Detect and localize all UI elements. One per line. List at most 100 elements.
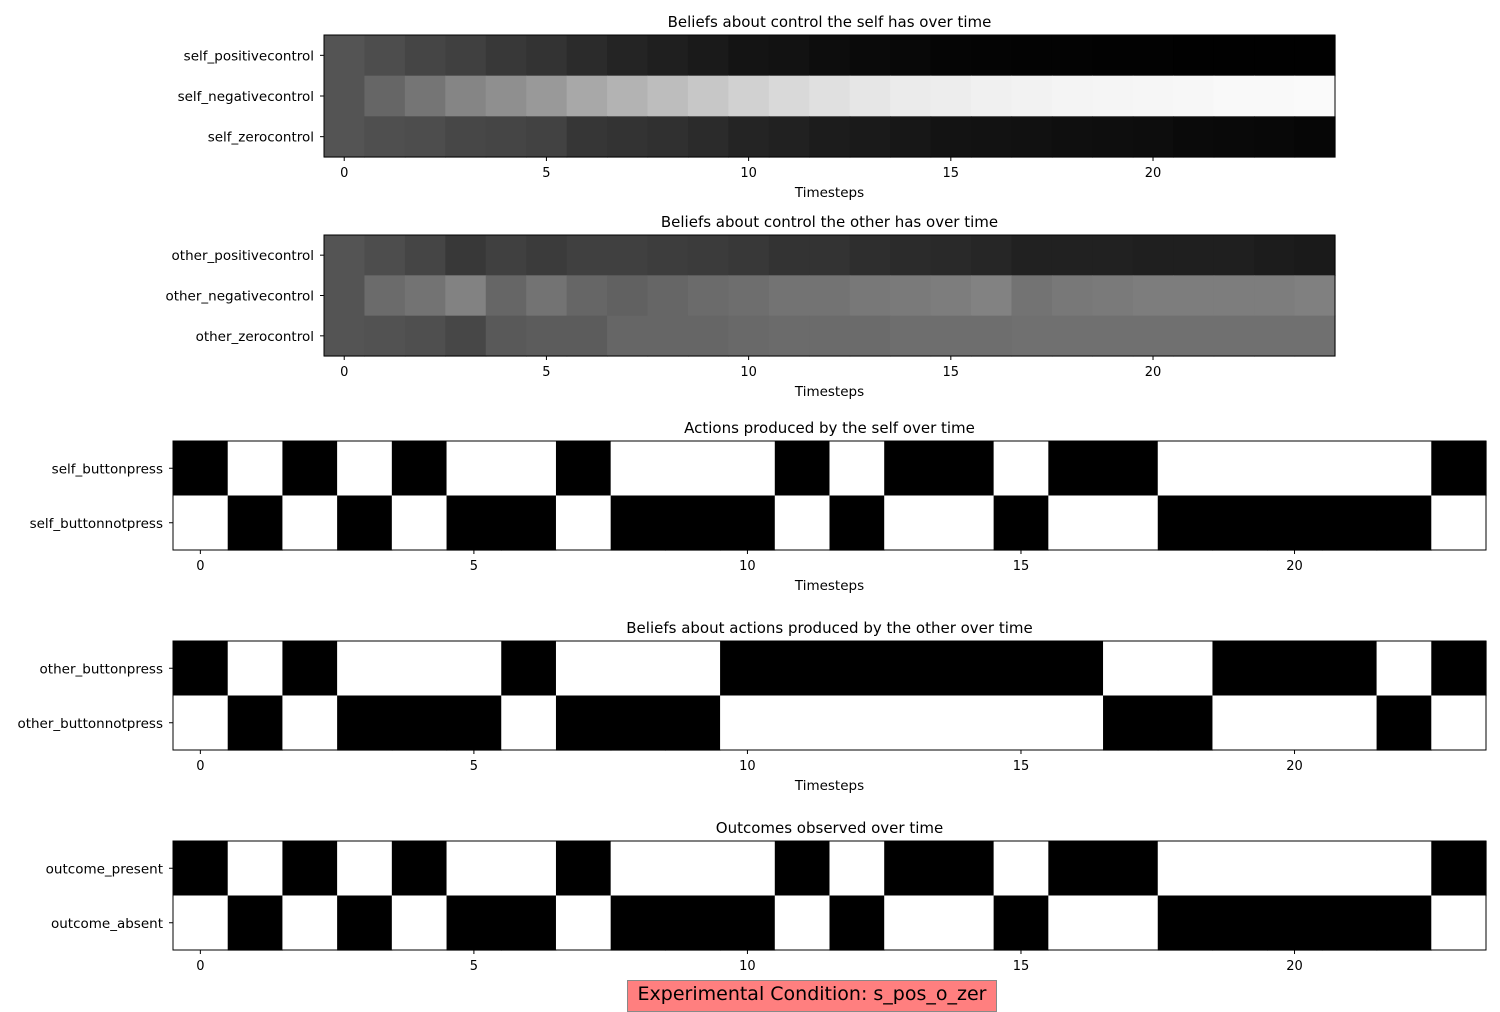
heatmap-cell — [993, 895, 1049, 951]
heatmap-cell — [282, 695, 338, 751]
heatmap-cell — [1267, 895, 1323, 951]
heatmap-cell — [364, 275, 406, 317]
plot-frame — [172, 440, 1487, 551]
heatmap-cell — [446, 495, 502, 551]
chart-title: Actions produced by the self over time — [684, 419, 975, 437]
heatmap-cell — [282, 641, 338, 697]
heatmap-cell — [971, 315, 1013, 357]
heatmap-cell — [930, 235, 972, 276]
heatmap-cell — [404, 315, 446, 357]
heatmap-cell — [938, 695, 995, 751]
heatmap-cell — [1173, 35, 1215, 77]
experimental-condition-label: Experimental Condition: s_pos_o_zer — [627, 980, 997, 1012]
heatmap-cell — [687, 275, 729, 317]
heatmap-cell — [485, 275, 527, 317]
heatmap-cell — [1092, 116, 1134, 158]
heatmap-cell — [849, 235, 891, 276]
chart-title: Outcomes observed over time — [716, 819, 943, 837]
heatmap-cell — [337, 641, 393, 697]
heatmap-cell — [809, 35, 851, 77]
heatmap-cell — [173, 895, 229, 951]
heatmap-cell — [1092, 75, 1134, 117]
heatmap-cell — [1321, 895, 1378, 951]
heatmap-cell — [501, 695, 557, 751]
heatmap-cell — [501, 895, 557, 951]
heatmap-cell — [1051, 235, 1093, 276]
heatmap-cell — [445, 275, 487, 317]
heatmap-cell — [993, 695, 1049, 751]
heatmap-cell — [1212, 841, 1268, 897]
x-tick-label: 10 — [740, 166, 757, 181]
heatmap-cell — [1011, 235, 1053, 276]
heatmap-cell — [849, 35, 891, 77]
heatmap-cell — [993, 641, 1049, 697]
heatmap-cell — [501, 441, 557, 497]
heatmap-cell — [890, 75, 932, 117]
heatmap-cell — [1294, 275, 1336, 317]
heatmap-cell — [446, 441, 502, 497]
x-axis-label: Timesteps — [794, 185, 864, 201]
x-axis-label: Timesteps — [794, 578, 864, 594]
heatmap-cell — [282, 495, 338, 551]
heatmap-cell — [607, 235, 649, 276]
x-tick-label: 15 — [1013, 959, 1030, 974]
x-tick-label: 5 — [470, 759, 478, 774]
heatmap-cell — [337, 841, 393, 897]
x-tick-label: 15 — [1013, 759, 1030, 774]
heatmap-cell — [555, 495, 612, 551]
heatmap-cell — [774, 695, 831, 751]
heatmap-cell — [1011, 35, 1053, 77]
heatmap-cell — [1294, 235, 1336, 276]
x-axis-label: Timesteps — [794, 384, 864, 400]
heatmap-cell — [566, 275, 608, 317]
x-axis-label: Timesteps — [794, 778, 864, 794]
row-label: outcome_absent — [51, 916, 163, 932]
row-label: other_negativecontrol — [165, 289, 314, 305]
heatmap-cell — [227, 695, 284, 751]
heatmap-cell — [337, 695, 393, 751]
heatmap-cell — [1376, 641, 1432, 697]
heatmap-cell — [890, 275, 932, 317]
heatmap-cell — [971, 75, 1013, 117]
heatmap-cell — [768, 275, 810, 317]
heatmap-cell — [720, 495, 776, 551]
heatmap-cell — [1132, 116, 1174, 158]
x-tick-label: 20 — [1145, 166, 1162, 181]
heatmap-cell — [1212, 441, 1268, 497]
heatmap-cell — [1376, 841, 1432, 897]
heatmap-cell — [404, 35, 446, 77]
heatmap-cell — [930, 35, 972, 77]
heatmap-cell — [774, 841, 831, 897]
heatmap-cell — [1092, 35, 1134, 77]
heatmap-cell — [1173, 116, 1215, 158]
heatmap-cell — [1212, 895, 1268, 951]
heatmap-cell — [809, 315, 851, 357]
heatmap-cell — [1157, 441, 1214, 497]
heatmap-cell — [930, 315, 972, 357]
heatmap-cell — [774, 441, 831, 497]
heatmap-cell — [884, 641, 940, 697]
heatmap-cell — [1376, 495, 1432, 551]
heatmap-cell — [829, 495, 885, 551]
heatmap-cell — [728, 116, 770, 158]
heatmap-cell — [227, 641, 284, 697]
heatmap-cell — [485, 116, 527, 158]
heatmap-cell — [485, 35, 527, 77]
heatmap-cell — [337, 441, 393, 497]
heatmap-cell — [687, 75, 729, 117]
heatmap-cell — [1048, 441, 1104, 497]
heatmap-cell — [1294, 116, 1336, 158]
heatmap-cell — [324, 235, 366, 276]
heatmap-cell — [647, 275, 689, 317]
heatmap-cell — [566, 35, 608, 77]
heatmap-cell — [720, 841, 776, 897]
row-label: self_buttonpress — [52, 461, 163, 477]
heatmap-cell — [1431, 895, 1487, 951]
x-tick-label: 10 — [739, 559, 756, 574]
heatmap-cell — [1157, 841, 1214, 897]
heatmap-cell — [809, 116, 851, 158]
heatmap-cell — [1132, 235, 1174, 276]
heatmap-cell — [1157, 641, 1214, 697]
heatmap-cell — [566, 315, 608, 357]
